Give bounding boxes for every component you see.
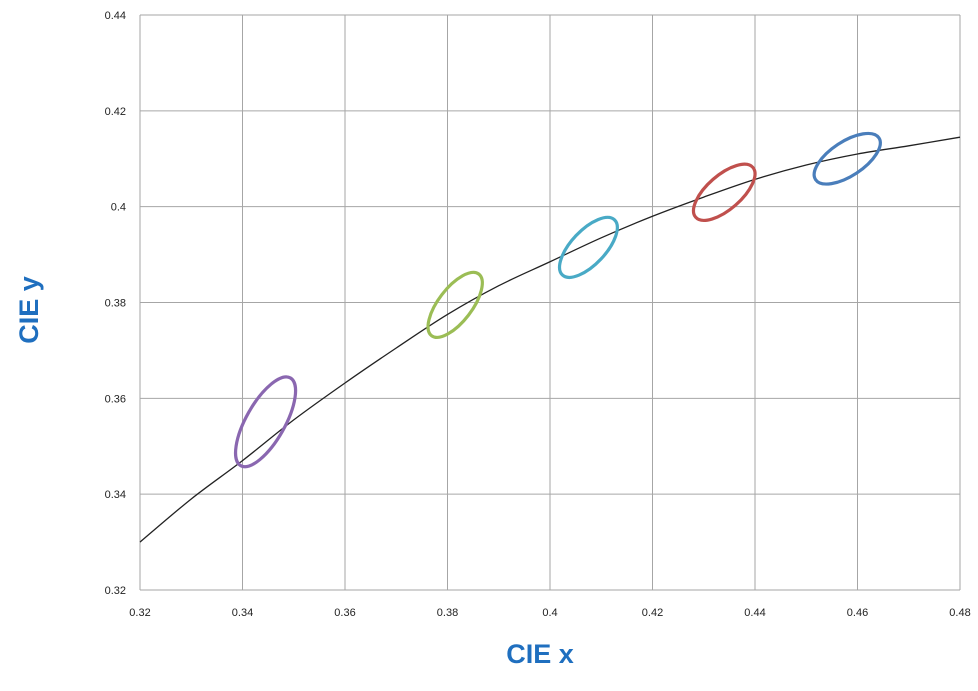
x-tick-label: 0.48: [949, 607, 970, 619]
y-tick-label: 0.34: [105, 489, 126, 501]
y-tick-label: 0.44: [105, 10, 126, 22]
ellipse-mark: [691, 162, 757, 222]
x-tick-label: 0.36: [334, 607, 355, 619]
ellipse-mark: [233, 375, 298, 469]
y-tick-label: 0.32: [105, 585, 126, 597]
tick-labels: 0.32 0.34 0.36 0.38 0.4 0.42 0.44 0.46 0.48 0.32 0…: [105, 10, 971, 619]
x-tick-label: 0.4: [542, 607, 557, 619]
x-axis-title: CIE x: [506, 639, 574, 669]
x-tick-label: 0.42: [642, 607, 663, 619]
x-tick-label: 0.44: [744, 607, 765, 619]
y-tick-label: 0.4: [111, 202, 126, 214]
y-tick-label: 0.36: [105, 393, 126, 405]
ellipse-mark: [426, 270, 484, 339]
x-tick-label: 0.38: [437, 607, 458, 619]
x-tick-label: 0.32: [129, 607, 150, 619]
ellipses: [233, 131, 882, 469]
grid: [139, 14, 961, 591]
ellipse-mark: [557, 215, 619, 279]
x-tick-label: 0.46: [847, 607, 868, 619]
y-tick-label: 0.42: [105, 106, 126, 118]
ellipse-mark: [812, 131, 882, 186]
x-tick-label: 0.34: [232, 607, 253, 619]
y-axis-title: CIE y: [14, 276, 44, 344]
y-tick-label: 0.38: [105, 298, 126, 310]
